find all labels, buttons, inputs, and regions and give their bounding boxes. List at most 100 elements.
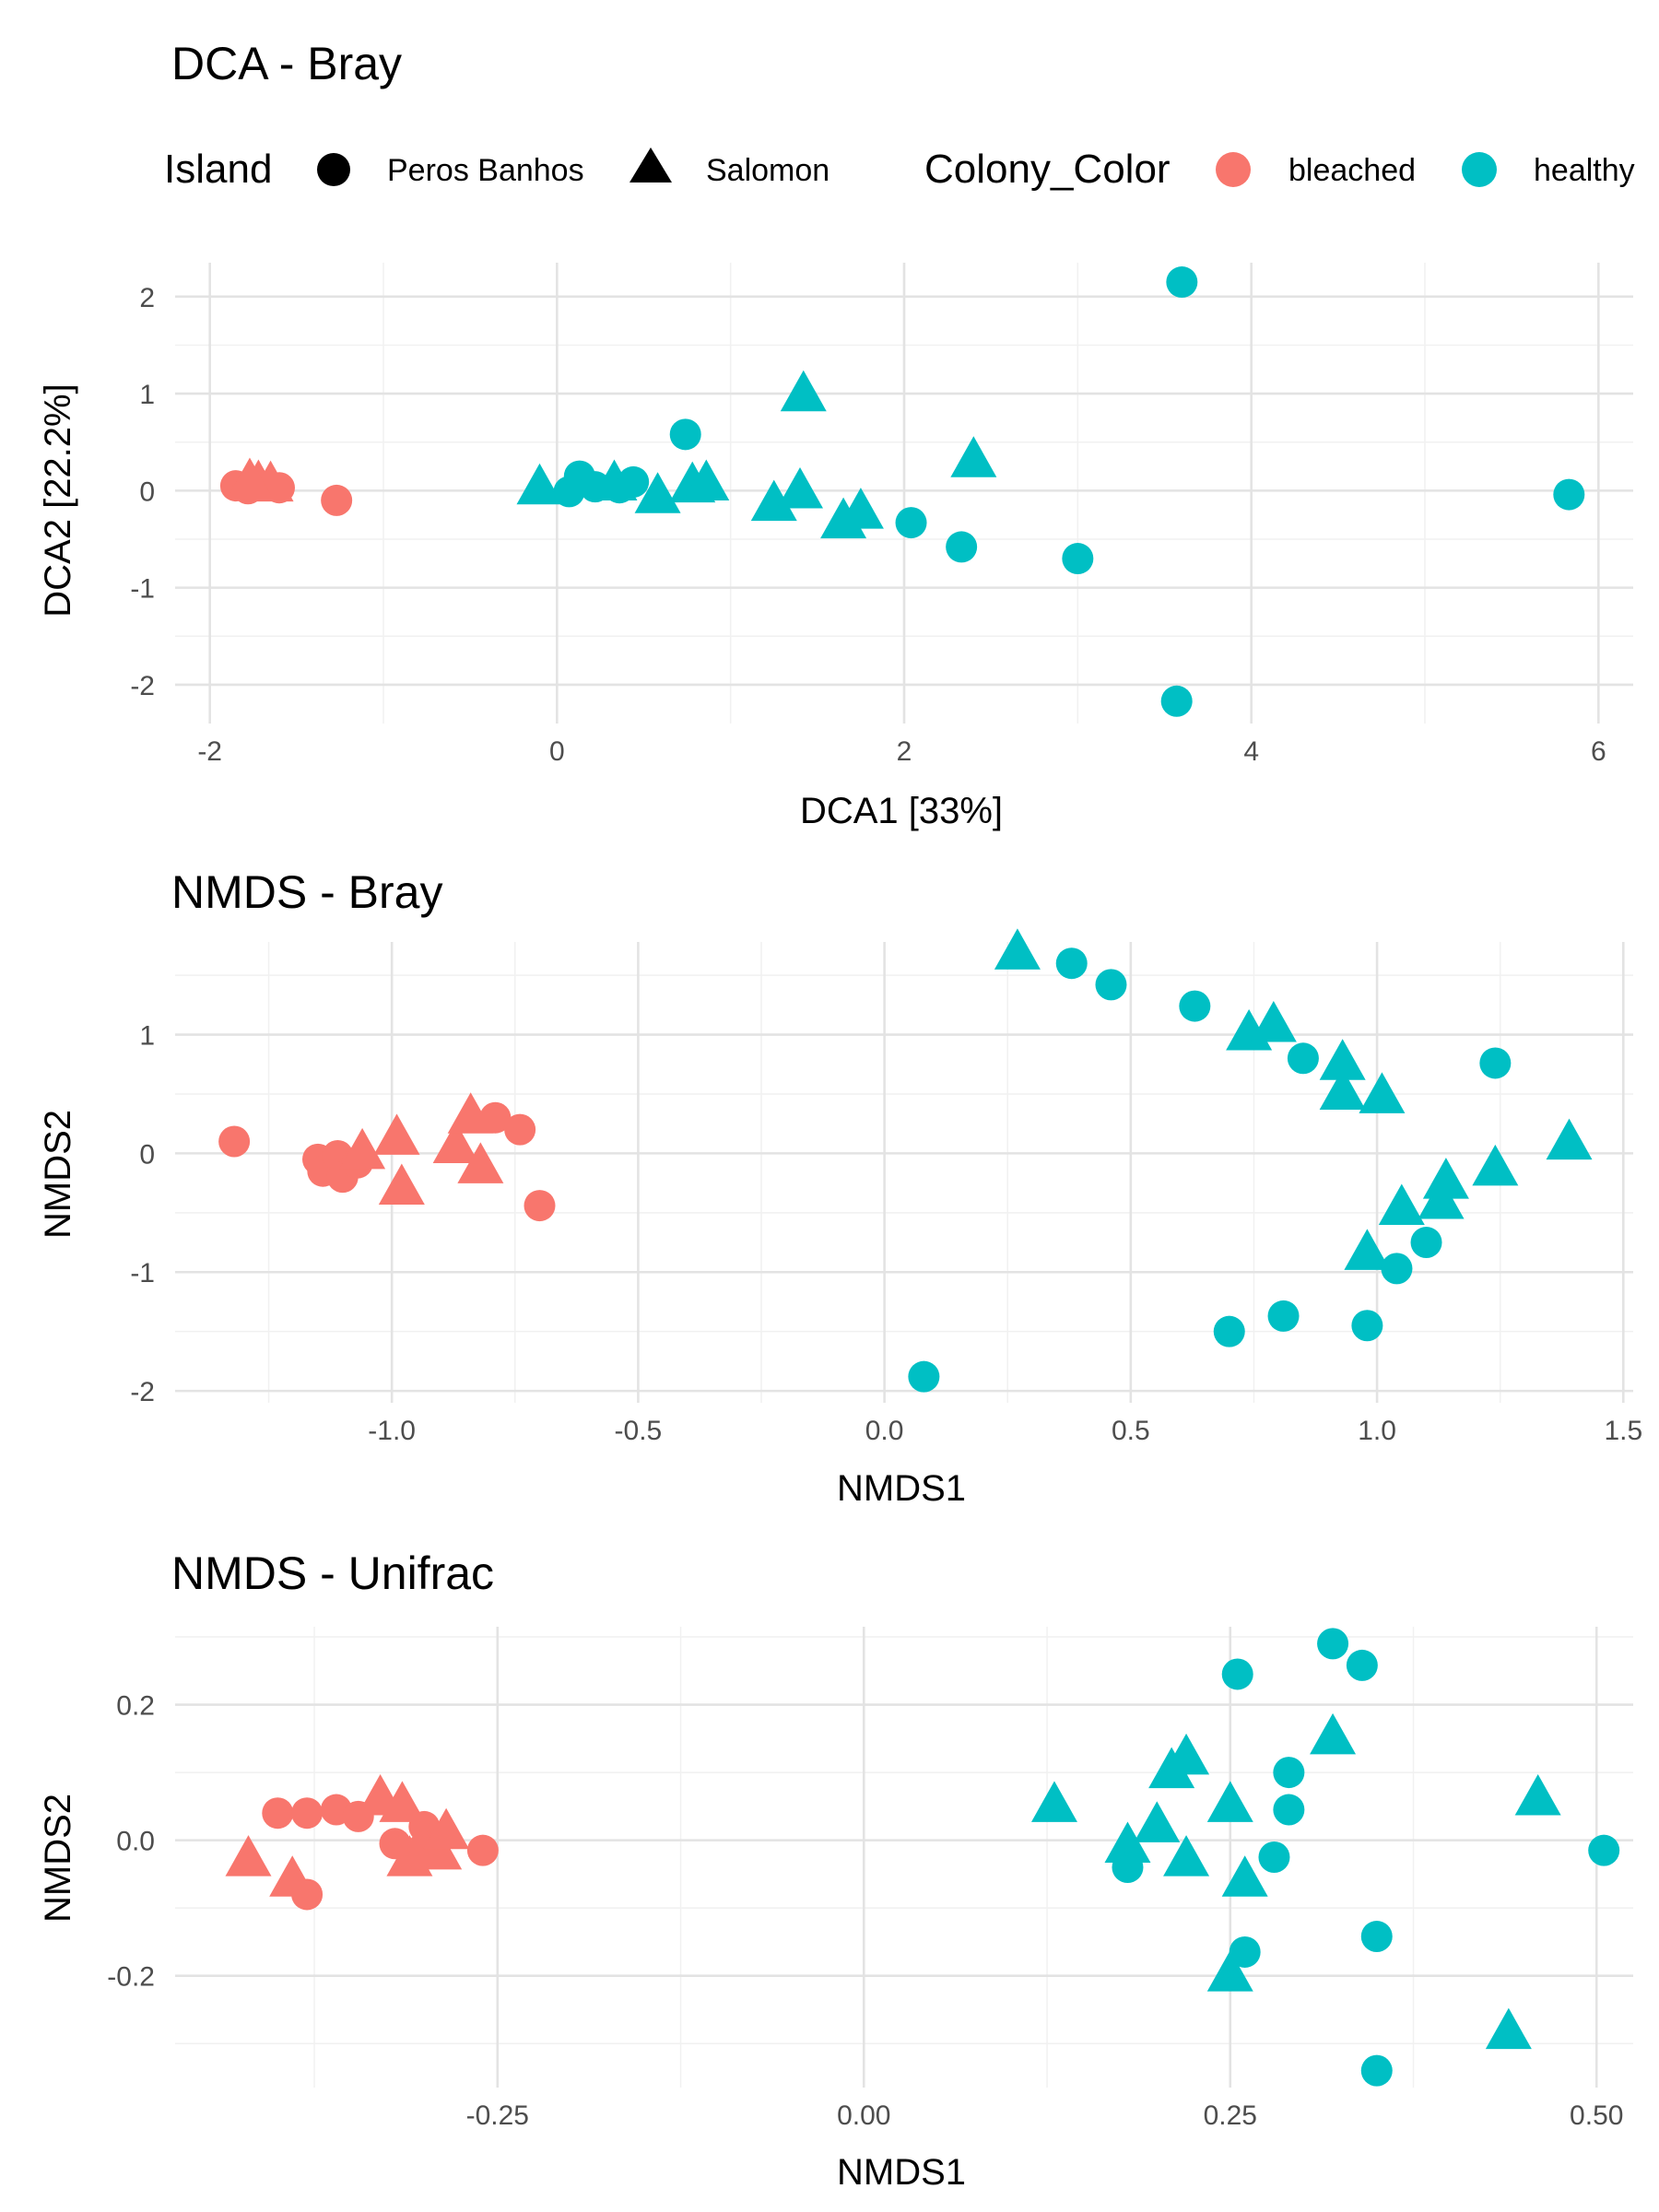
y-tick-label: -1 — [130, 574, 155, 605]
point-salomon-healthy — [1514, 1774, 1561, 1816]
legend-color-item-bleached: bleached — [1288, 153, 1416, 188]
point-peros-banhos-bleached — [291, 1878, 324, 1911]
y-tick-label: 1 — [139, 1021, 155, 1052]
point-peros-banhos-healthy — [1351, 1310, 1383, 1342]
data-points — [219, 266, 1585, 717]
point-peros-banhos-healthy — [669, 418, 701, 451]
point-peros-banhos-healthy — [1179, 990, 1211, 1022]
x-tick-label: 0.00 — [837, 2100, 890, 2131]
point-peros-banhos-healthy — [1360, 2054, 1393, 2087]
point-salomon-healthy — [1206, 1781, 1253, 1822]
point-salomon-healthy — [1485, 2007, 1532, 2050]
point-salomon-healthy — [1134, 1801, 1181, 1842]
point-salomon-healthy — [777, 466, 823, 509]
x-tick-label: 0.50 — [1570, 2100, 1623, 2131]
point-salomon-healthy — [1472, 1144, 1519, 1186]
panel-2-x-axis-label: NMDS1 — [837, 1468, 966, 1509]
panel-3-plot-area: -0.25 0.00 0.25 0.50 -0.2 0.0 0.2 — [107, 1627, 1633, 2131]
y-tick-label: 0 — [139, 1139, 155, 1170]
point-salomon-healthy — [1221, 1855, 1268, 1897]
y-tick-label: 0.0 — [116, 1827, 155, 1857]
point-peros-banhos-healthy — [1213, 1315, 1245, 1347]
point-salomon-healthy — [683, 459, 730, 501]
panel-1-y-axis-label: DCA2 [22.2%] — [38, 383, 78, 617]
point-peros-banhos-bleached — [479, 1101, 512, 1134]
point-salomon-healthy — [1319, 1039, 1366, 1080]
point-peros-banhos-bleached — [291, 1797, 324, 1830]
point-peros-banhos-bleached — [321, 484, 353, 516]
y-tick-label: -0.2 — [107, 1962, 155, 1993]
point-salomon-healthy — [1344, 1229, 1391, 1270]
point-peros-banhos-healthy — [1166, 266, 1198, 299]
panel-2-plot-area: -1.0 -0.5 0.0 0.5 1.0 1.5 -2 -1 0 1 — [130, 928, 1642, 1446]
x-tick-label: -2 — [197, 736, 222, 767]
point-salomon-healthy — [1030, 1781, 1077, 1822]
point-salomon-healthy — [1319, 1068, 1366, 1110]
point-peros-banhos-healthy — [1229, 1936, 1261, 1968]
point-salomon-bleached — [373, 1113, 420, 1155]
y-tick-label: -2 — [130, 671, 155, 701]
point-peros-banhos-healthy — [1095, 969, 1127, 1001]
point-salomon-bleached — [226, 457, 273, 499]
point-salomon-bleached — [378, 1163, 425, 1206]
point-peros-banhos-bleached — [524, 1190, 556, 1222]
point-peros-banhos-healthy — [908, 1360, 940, 1393]
panel-1-plot-area: -2 0 2 4 6 -2 -1 0 1 2 — [130, 263, 1633, 767]
point-peros-banhos-healthy — [618, 465, 650, 498]
panel-2-y-axis-label: NMDS2 — [38, 1110, 78, 1239]
point-peros-banhos-healthy — [1410, 1227, 1442, 1259]
point-peros-banhos-healthy — [1287, 1042, 1319, 1075]
point-salomon-bleached — [225, 1835, 272, 1877]
point-salomon-healthy — [780, 370, 827, 412]
point-salomon-bleached — [423, 1807, 470, 1850]
legend-color-item-healthy: healthy — [1534, 153, 1635, 188]
point-salomon-bleached — [457, 1142, 504, 1183]
point-salomon-healthy — [1546, 1118, 1593, 1160]
point-peros-banhos-healthy — [946, 531, 978, 563]
point-peros-banhos-healthy — [895, 507, 927, 539]
x-tick-label: 1.0 — [1358, 1416, 1396, 1446]
data-points — [225, 1628, 1620, 2087]
panel-2-title: NMDS - Bray — [171, 866, 442, 918]
point-salomon-healthy — [750, 479, 797, 522]
legend-circle-icon — [317, 153, 350, 186]
x-tick-label: 0.5 — [1112, 1416, 1150, 1446]
x-tick-label: 0.25 — [1204, 2100, 1257, 2131]
point-peros-banhos-bleached — [262, 1797, 294, 1830]
point-salomon-healthy — [516, 463, 563, 505]
point-peros-banhos-bleached — [264, 472, 295, 504]
panel-3-y-axis-label: NMDS2 — [38, 1794, 78, 1923]
legend-island-item-salomon: Salomon — [706, 153, 830, 188]
panel-nmds-unifrac: NMDS - Unifrac -0.25 0.00 0.25 0.50 -0.2 0.0 0… — [38, 1547, 1633, 2193]
x-tick-label: -0.25 — [466, 2100, 529, 2131]
panel-nmds-bray: NMDS - Bray -1.0 -0.5 0.0 0.5 1.0 1.5 -2 -1 0 1 N… — [38, 866, 1642, 1509]
point-peros-banhos-healthy — [1360, 1921, 1393, 1953]
legend-triangle-icon — [629, 147, 672, 182]
grid-lines — [175, 263, 1633, 724]
legend-bleached-swatch — [1216, 152, 1251, 187]
point-salomon-bleached — [339, 1127, 386, 1170]
panel-dca-bray: DCA - Bray -2 0 2 4 6 -2 -1 0 1 2 DCA1 [33%] DCA2… — [38, 38, 1633, 831]
point-peros-banhos-healthy — [1267, 1300, 1300, 1332]
point-peros-banhos-bleached — [504, 1113, 536, 1146]
grid-lines — [175, 1627, 1633, 2088]
point-peros-banhos-bleached — [218, 1125, 251, 1158]
point-peros-banhos-bleached — [466, 1834, 499, 1866]
y-tick-label: 1 — [139, 380, 155, 410]
point-salomon-bleached — [379, 1781, 426, 1822]
point-peros-banhos-healthy — [1112, 1852, 1144, 1884]
legend-colony-color-title: Colony_Color — [924, 147, 1171, 192]
legend: Island Peros Banhos Salomon Colony_Color… — [164, 147, 1635, 192]
legend-island-title: Island — [164, 147, 272, 192]
legend-healthy-swatch — [1462, 152, 1497, 187]
point-peros-banhos-healthy — [1160, 685, 1193, 717]
x-tick-label: 0.0 — [865, 1416, 904, 1446]
point-salomon-healthy — [1104, 1821, 1151, 1863]
point-peros-banhos-healthy — [1346, 1649, 1378, 1681]
point-peros-banhos-healthy — [1317, 1628, 1349, 1660]
point-salomon-healthy — [1310, 1712, 1357, 1755]
point-salomon-bleached — [432, 1122, 479, 1163]
point-peros-banhos-healthy — [1381, 1253, 1413, 1285]
